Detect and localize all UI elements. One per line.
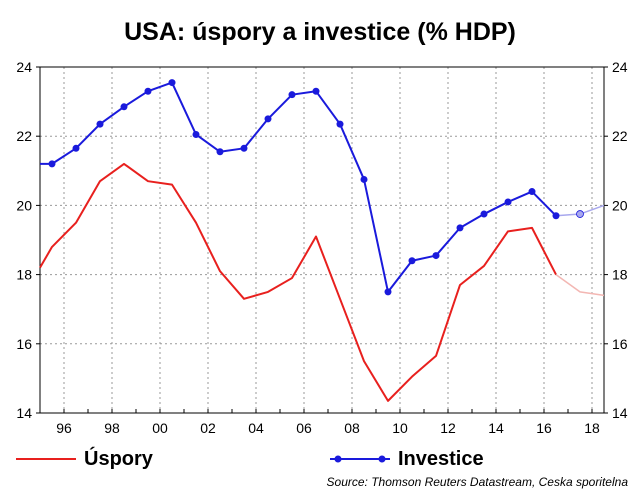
x-tick-label: 98 [104,420,120,436]
series-point-1 [120,103,128,111]
x-tick-label: 08 [344,420,360,436]
y-tick-label-right: 14 [612,405,628,421]
axis-ticks: 14 14 16 16 18 18 20 20 22 22 24 24 96 98 00 02 04 06 08 10… [16,59,627,436]
legend-swatch-investice [330,446,390,472]
series-point-1 [312,87,320,95]
series-line-0 [39,162,557,402]
x-tick-label: 14 [488,420,504,436]
series-lines [39,81,605,402]
series-point-1 [384,288,392,296]
x-tick-label: 16 [536,420,552,436]
legend-item-uspory: Úspory [16,446,153,472]
y-tick-label-left: 22 [16,128,32,144]
legend-label-uspory: Úspory [84,447,153,470]
series-point-1 [240,144,248,152]
legend-label-investice: Investice [398,447,484,470]
series-point-1 [360,175,368,183]
plot-frame [39,66,605,414]
series-point-1 [336,120,344,128]
series-point-1 [432,252,440,260]
x-tick-label: 12 [440,420,456,436]
x-tick-label: 96 [56,420,72,436]
series-line-1 [40,81,557,293]
legend-item-investice: Investice [330,446,484,472]
series-point-1 [576,210,584,218]
y-tick-label-left: 24 [16,59,32,75]
series-point-1 [528,188,536,196]
x-tick-label: 18 [584,420,600,436]
x-tick-label: 04 [248,420,264,436]
series-markers [48,79,584,296]
series-point-1 [48,160,56,168]
x-tick-label: 10 [392,420,408,436]
series-point-1 [168,79,176,87]
series-point-1 [288,91,296,99]
chart-title: USA: úspory a investice (% HDP) [124,18,516,46]
series-point-1 [456,224,464,232]
series-point-1 [552,212,560,220]
series-point-1 [192,130,200,138]
y-tick-label-left: 20 [16,197,32,213]
source-note: Source: Thomson Reuters Datastream, Cesk… [326,475,628,489]
legend-swatch-uspory [16,446,76,472]
y-tick-label-right: 20 [612,197,628,213]
y-tick-label-left: 16 [16,336,32,352]
y-tick-label-right: 16 [612,336,628,352]
x-tick-label: 00 [152,420,168,436]
y-tick-label-right: 22 [612,128,628,144]
series-point-1 [408,257,416,265]
y-tick-label-right: 18 [612,267,628,283]
x-tick-label: 06 [296,420,312,436]
y-tick-label-left: 18 [16,267,32,283]
series-point-1 [480,210,488,218]
series-point-1 [264,115,272,123]
series-point-1 [504,198,512,206]
series-point-1 [216,148,224,156]
series-point-1 [144,87,152,95]
y-tick-label-left: 14 [16,405,32,421]
series-point-1 [72,144,80,152]
x-tick-label: 02 [200,420,216,436]
series-point-1 [96,120,104,128]
grid-lines [40,67,604,413]
y-tick-label-right: 24 [612,59,628,75]
series-forecast-line-0 [555,273,605,297]
